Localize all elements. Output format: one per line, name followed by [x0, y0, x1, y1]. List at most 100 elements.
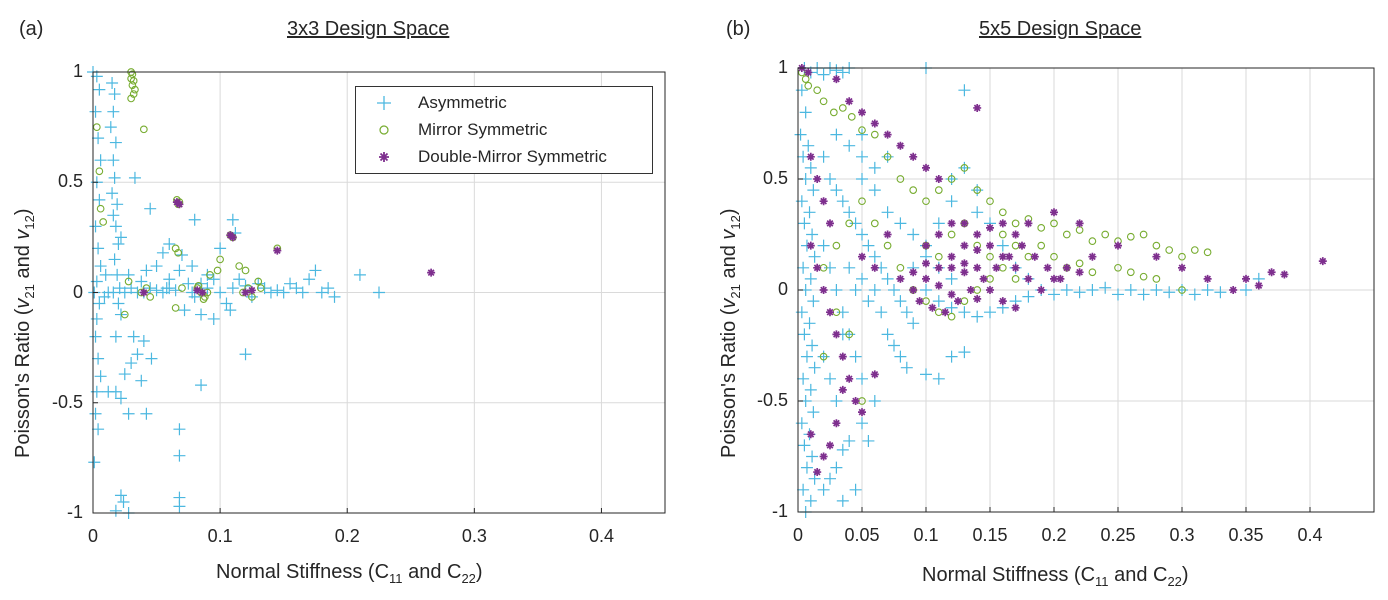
data-point	[131, 85, 139, 94]
data-point	[111, 198, 124, 211]
data-point	[947, 175, 956, 183]
data-point	[1024, 274, 1033, 283]
data-point	[213, 266, 222, 275]
data-point	[870, 119, 879, 128]
series-mirror-symmetric	[92, 68, 282, 319]
data-point	[150, 284, 163, 297]
y-tick-label: 1	[778, 57, 789, 77]
data-point	[296, 286, 309, 299]
data-point	[875, 306, 888, 319]
data-point	[1178, 263, 1186, 272]
data-point	[922, 241, 930, 250]
data-point	[353, 268, 366, 281]
data-point	[843, 206, 856, 219]
data-point	[847, 112, 856, 121]
x-tick-label: 0.4	[1297, 525, 1323, 545]
data-point	[934, 252, 943, 261]
data-point	[108, 88, 121, 101]
data-point	[870, 130, 879, 139]
data-point	[108, 253, 121, 266]
data-point	[984, 306, 996, 319]
data-point	[829, 108, 838, 117]
data-point	[824, 372, 836, 385]
data-point	[858, 197, 866, 206]
data-point	[94, 154, 107, 167]
data-point	[986, 241, 994, 250]
legend-label: Asymmetric	[418, 93, 507, 112]
data-point	[954, 297, 962, 306]
data-point	[1050, 252, 1058, 261]
data-point	[922, 259, 930, 268]
data-point	[140, 407, 153, 420]
data-point	[214, 286, 227, 299]
panel-b: (b) 5x5 Design Space Normal Stiffness (C…	[694, 0, 1388, 600]
data-point	[819, 352, 828, 361]
data-point	[806, 450, 819, 463]
data-point	[89, 220, 102, 233]
data-point	[830, 461, 843, 474]
data-point	[945, 195, 958, 208]
data-point	[328, 290, 341, 303]
data-point	[804, 494, 817, 507]
data-point	[862, 239, 875, 252]
data-point	[830, 284, 843, 296]
data-point	[214, 242, 227, 255]
x-tick-label: 0.3	[1169, 525, 1195, 545]
data-point	[856, 228, 868, 241]
data-point	[843, 261, 856, 274]
data-point	[909, 268, 918, 277]
data-point	[173, 423, 186, 436]
data-point	[284, 277, 297, 290]
data-point	[1037, 223, 1046, 232]
data-point	[798, 217, 811, 230]
data-point	[958, 306, 971, 319]
data-point	[971, 310, 984, 323]
data-point	[826, 219, 834, 228]
data-point	[226, 213, 239, 226]
data-point	[915, 297, 924, 306]
legend: Asymmetric Mirror Symmetric Double-Mirro…	[355, 86, 653, 174]
data-point	[819, 197, 828, 206]
data-point	[945, 173, 958, 185]
data-point	[114, 231, 127, 244]
data-point	[1062, 230, 1071, 239]
data-point	[122, 268, 135, 281]
data-point	[106, 187, 119, 200]
data-point	[909, 152, 918, 161]
legend-item-asymmetric: Asymmetric	[356, 90, 652, 116]
data-point	[934, 230, 943, 239]
data-point	[1254, 281, 1263, 290]
data-point	[806, 339, 819, 352]
data-point	[804, 161, 817, 174]
data-point	[111, 268, 124, 281]
data-point	[94, 260, 107, 273]
data-point	[108, 171, 121, 184]
data-point	[817, 350, 830, 363]
data-point	[888, 284, 900, 296]
y-tick-label: 1	[73, 61, 84, 81]
data-point	[920, 284, 932, 296]
data-point	[971, 206, 984, 219]
data-point	[979, 274, 988, 283]
data-point	[178, 284, 186, 292]
data-point	[156, 246, 169, 259]
data-point	[322, 282, 335, 295]
data-point	[94, 370, 107, 383]
data-point	[128, 81, 137, 90]
data-point	[106, 77, 119, 90]
data-point	[832, 75, 841, 84]
data-point	[824, 173, 836, 185]
panel-label: (b)	[726, 18, 751, 40]
data-point	[109, 220, 122, 233]
data-point	[247, 286, 256, 295]
data-point	[928, 303, 937, 312]
data-point	[1163, 286, 1176, 299]
data-point	[264, 286, 277, 299]
x-tick-label: 0.2	[1041, 525, 1067, 545]
data-point	[233, 273, 246, 286]
data-point	[142, 284, 151, 292]
data-point	[868, 161, 881, 174]
data-point	[830, 128, 843, 141]
data-point	[896, 175, 905, 183]
legend-label: Double-Mirror Symmetric	[418, 147, 607, 166]
